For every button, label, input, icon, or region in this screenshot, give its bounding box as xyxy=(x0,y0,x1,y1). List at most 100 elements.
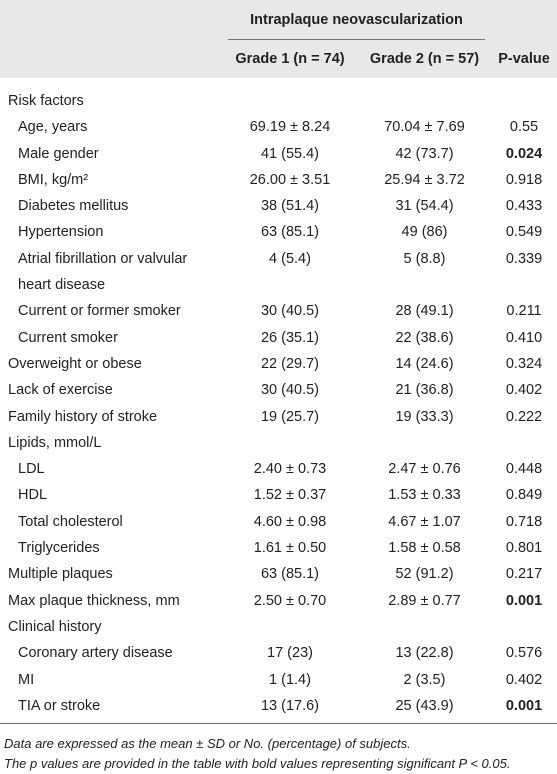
cell: 0.448 xyxy=(505,461,543,478)
table-row: Overweight or obese 22 (29.7) 14 (24.6) 0.3… xyxy=(0,351,557,377)
cell: 0.718 xyxy=(505,513,543,530)
cell: 19 (25.7) xyxy=(260,408,320,425)
row-label: TIA or stroke xyxy=(0,692,222,725)
cell: 0.402 xyxy=(505,382,543,399)
empty-cell xyxy=(491,614,557,640)
column-header: P-value xyxy=(498,51,550,67)
cell: 2.40 ± 0.73 xyxy=(253,461,327,478)
table-body: Risk factors Age, years 69.19 ± 8.24 70.04 … xyxy=(0,78,557,725)
cell: 1.61 ± 0.50 xyxy=(253,540,327,557)
cell: 26 (35.1) xyxy=(260,329,320,346)
row-label: Diabetes mellitus xyxy=(18,198,129,215)
cell: 19 (33.3) xyxy=(395,408,454,425)
empty-cell xyxy=(222,78,358,114)
row-label: Lack of exercise xyxy=(8,382,113,399)
cell: 14 (24.6) xyxy=(395,355,454,372)
row-label: Current smoker xyxy=(18,329,118,346)
group-header: Intraplaque neovascularization xyxy=(228,1,486,40)
cell: 0.001 xyxy=(491,692,557,725)
cell: 2.50 ± 0.70 xyxy=(253,592,327,609)
cell: 0.001 xyxy=(505,592,543,609)
table-row: TIA or stroke 13 (17.6) 25 (43.9) 0.001 xyxy=(0,692,557,725)
row-label: Age, years xyxy=(18,119,88,136)
cell: 0.217 xyxy=(505,566,543,583)
cell: 1.52 ± 0.37 xyxy=(253,487,327,504)
cell: 52 (91.2) xyxy=(395,566,454,583)
cell: 0.324 xyxy=(505,355,543,372)
footnote: The p values are provided in the table w… xyxy=(4,756,511,772)
row-label: LDL xyxy=(18,461,45,478)
empty-cell xyxy=(222,430,358,456)
cell: 63 (85.1) xyxy=(260,566,320,583)
cell: 13 (22.8) xyxy=(395,645,454,662)
row-label: Clinical history xyxy=(8,618,102,635)
column-header: Grade 2 (n = 57) xyxy=(369,51,480,67)
data-table: Intraplaque neovascularization Grade 1 (… xyxy=(0,0,557,725)
cell: 1.53 ± 0.33 xyxy=(388,487,461,504)
cell: 30 (40.5) xyxy=(260,382,320,399)
table-row: Hypertension 63 (85.1) 49 (86) 0.549 xyxy=(0,219,557,245)
table-row: Risk factors xyxy=(0,78,557,114)
cell: 4.67 ± 1.07 xyxy=(388,513,461,530)
cell: 42 (73.7) xyxy=(395,145,454,162)
footnote: Data are expressed as the mean ± SD or N… xyxy=(4,736,411,752)
table-header: Intraplaque neovascularization Grade 1 (… xyxy=(0,0,557,78)
cell: 0.024 xyxy=(505,145,543,162)
table-row: Lack of exercise 30 (40.5) 21 (36.8) 0.402 xyxy=(0,377,557,403)
cell: 0.222 xyxy=(505,408,543,425)
cell: 41 (55.4) xyxy=(260,145,320,162)
table-row: Current or former smoker 30 (40.5) 28 (49.… xyxy=(0,298,557,324)
table-row: LDL 2.40 ± 0.73 2.47 ± 0.76 0.448 xyxy=(0,456,557,482)
row-label: HDL xyxy=(18,487,48,504)
table-row: Diabetes mellitus 38 (51.4) 31 (54.4) 0.433 xyxy=(0,193,557,219)
cell: 63 (85.1) xyxy=(260,224,320,241)
cell: 21 (36.8) xyxy=(395,382,454,399)
cell: 2.47 ± 0.76 xyxy=(388,461,461,478)
cell: 4.60 ± 0.98 xyxy=(253,513,327,530)
table-row: HDL 1.52 ± 0.37 1.53 ± 0.33 0.849 xyxy=(0,482,557,508)
row-label: Triglycerides xyxy=(18,540,100,557)
row-label: Max plaque thickness, mm xyxy=(8,592,180,609)
cell: 2.89 ± 0.77 xyxy=(388,592,461,609)
cell: 17 (23) xyxy=(267,645,313,662)
cell: 25.94 ± 3.72 xyxy=(384,171,465,188)
cell: 69.19 ± 8.24 xyxy=(249,119,331,136)
cell: 25 (43.9) xyxy=(358,692,492,725)
table-row: BMI, kg/m² 26.00 ± 3.51 25.94 ± 3.72 0.918 xyxy=(0,167,557,193)
table-row: Coronary artery disease 17 (23) 13 (22.8) 0… xyxy=(0,640,557,666)
cell: 1.58 ± 0.58 xyxy=(388,540,461,557)
cell: 26.00 ± 3.51 xyxy=(249,171,331,188)
row-label: Multiple plaques xyxy=(8,566,113,583)
cell: 0.849 xyxy=(505,487,543,504)
cell: 0.433 xyxy=(505,198,543,215)
footnotes: Data are expressed as the mean ± SD or N… xyxy=(0,724,557,774)
row-label: Overweight or obese xyxy=(8,355,142,372)
row-label: BMI, kg/m² xyxy=(18,171,89,188)
cell: 31 (54.4) xyxy=(395,198,454,215)
table-row: Male gender 41 (55.4) 42 (73.7) 0.024 xyxy=(0,141,557,167)
cell: 70.04 ± 7.69 xyxy=(384,119,465,136)
column-header: Grade 1 (n = 74) xyxy=(235,51,345,67)
empty-cell xyxy=(358,430,491,456)
cell: 1 (1.4) xyxy=(269,671,311,688)
cell: 0.55 xyxy=(509,119,539,136)
row-label: Current or former smoker xyxy=(18,303,181,320)
empty-cell xyxy=(358,614,491,640)
table-row: Atrial fibrillation or valvular heart di… xyxy=(0,246,557,299)
row-label: Family history of stroke xyxy=(8,408,158,425)
cell: 0.576 xyxy=(505,645,543,662)
cell: 30 (40.5) xyxy=(260,303,320,320)
cell: 38 (51.4) xyxy=(260,198,320,215)
cell: 49 (86) xyxy=(401,224,448,241)
row-label: Risk factors xyxy=(8,93,84,109)
table-row: Total cholesterol 4.60 ± 0.98 4.67 ± 1.07 0… xyxy=(0,509,557,535)
table-row: Max plaque thickness, mm 2.50 ± 0.70 2.89 … xyxy=(0,588,557,614)
cell: 2 (3.5) xyxy=(403,671,446,688)
cell: 22 (38.6) xyxy=(395,329,454,346)
row-label: MI xyxy=(18,671,35,688)
cell: 13 (17.6) xyxy=(222,692,358,725)
row-label: Male gender xyxy=(18,145,99,162)
empty-cell xyxy=(491,430,557,456)
empty-cell xyxy=(491,78,557,114)
